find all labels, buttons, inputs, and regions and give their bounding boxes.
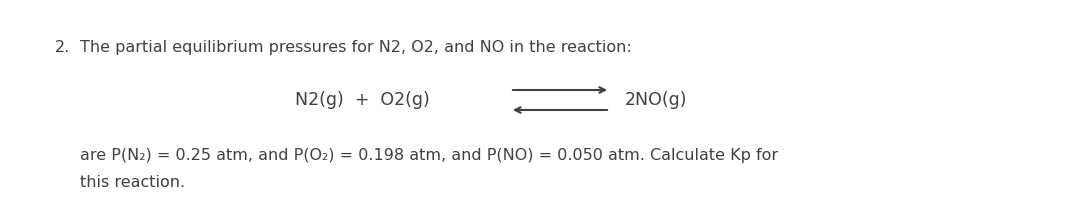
- Text: 2NO(g): 2NO(g): [625, 91, 688, 109]
- Text: N2(g)  +  O2(g): N2(g) + O2(g): [295, 91, 430, 109]
- Text: this reaction.: this reaction.: [80, 175, 185, 190]
- Text: 2.: 2.: [55, 40, 70, 55]
- Text: The partial equilibrium pressures for N2, O2, and NO in the reaction:: The partial equilibrium pressures for N2…: [80, 40, 632, 55]
- Text: are P(N₂) = 0.25 atm, and P(O₂) = 0.198 atm, and P(NO) = 0.050 atm. Calculate Kp: are P(N₂) = 0.25 atm, and P(O₂) = 0.198 …: [80, 148, 778, 163]
